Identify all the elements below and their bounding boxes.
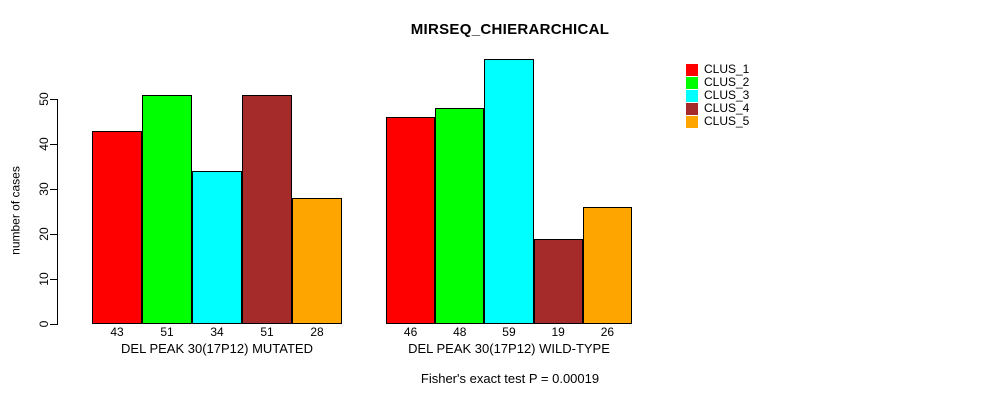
bar-value-label: 34 — [210, 325, 224, 339]
bar-clus_3-group1 — [192, 171, 242, 324]
bar-clus_2-group2 — [435, 108, 485, 324]
y-tick — [50, 144, 57, 145]
bar-clus_4-group1 — [242, 94, 292, 324]
bar-value-label: 51 — [260, 325, 274, 339]
y-tick — [50, 279, 57, 280]
bar-clus_3-group2 — [484, 58, 534, 324]
bar-clus_4-group2 — [533, 238, 583, 324]
legend-swatch — [686, 89, 698, 102]
group-label-mutated: DEL PEAK 30(17P12) MUTATED — [121, 341, 313, 356]
bar-value-label: 28 — [310, 325, 324, 339]
legend-label: CLUS_4 — [704, 101, 750, 115]
group-label-wild-type: DEL PEAK 30(17P12) WILD-TYPE — [408, 341, 610, 356]
y-tick-label: 10 — [37, 272, 51, 286]
bar-value-label: 51 — [160, 325, 174, 339]
bar-clus_5-group1 — [292, 198, 342, 324]
fisher-test-annotation: Fisher's exact test P = 0.00019 — [420, 371, 600, 386]
y-tick-label: 50 — [37, 92, 51, 106]
bar-value-label: 26 — [600, 325, 615, 339]
legend-item-clus_4: CLUS_4 — [686, 102, 749, 115]
legend-swatch — [686, 102, 698, 115]
y-tick — [50, 99, 57, 100]
legend-item-clus_3: CLUS_3 — [686, 89, 749, 102]
bar-clus_2-group1 — [142, 94, 192, 324]
bar-clus_1-group2 — [386, 117, 436, 324]
bar-value-label: 48 — [453, 325, 467, 339]
y-tick — [50, 189, 57, 190]
bar-value-label: 59 — [502, 325, 516, 339]
legend-item-clus_5: CLUS_5 — [686, 115, 749, 128]
bar-value-label: 46 — [403, 325, 418, 339]
legend-swatch — [686, 115, 698, 128]
y-tick-label: 20 — [37, 227, 51, 241]
y-tick — [50, 234, 57, 235]
legend-label: CLUS_2 — [704, 75, 750, 89]
legend-item-clus_1: CLUS_1 — [686, 63, 749, 76]
bar-clus_5-group2 — [582, 207, 632, 324]
y-tick-label: 0 — [37, 320, 51, 328]
y-axis-label: number of cases — [8, 166, 23, 255]
y-tick — [50, 324, 57, 325]
y-tick-label: 40 — [37, 137, 51, 151]
legend-label: CLUS_5 — [704, 114, 750, 128]
bar-value-label: 19 — [551, 325, 565, 339]
legend-label: CLUS_3 — [704, 88, 750, 102]
bar-value-label: 43 — [110, 325, 124, 339]
legend-label: CLUS_1 — [704, 62, 750, 76]
legend-item-clus_2: CLUS_2 — [686, 76, 749, 89]
legend-swatch — [686, 76, 698, 89]
bar-clus_1-group1 — [92, 130, 142, 324]
chart-title: MIRSEQ_CHIERARCHICAL — [410, 21, 610, 38]
y-tick-label: 30 — [37, 182, 51, 196]
y-axis-line — [57, 99, 58, 325]
legend-swatch — [686, 63, 698, 76]
legend: CLUS_1 CLUS_2 CLUS_3 CLUS_4 CLUS_5 — [686, 63, 749, 128]
